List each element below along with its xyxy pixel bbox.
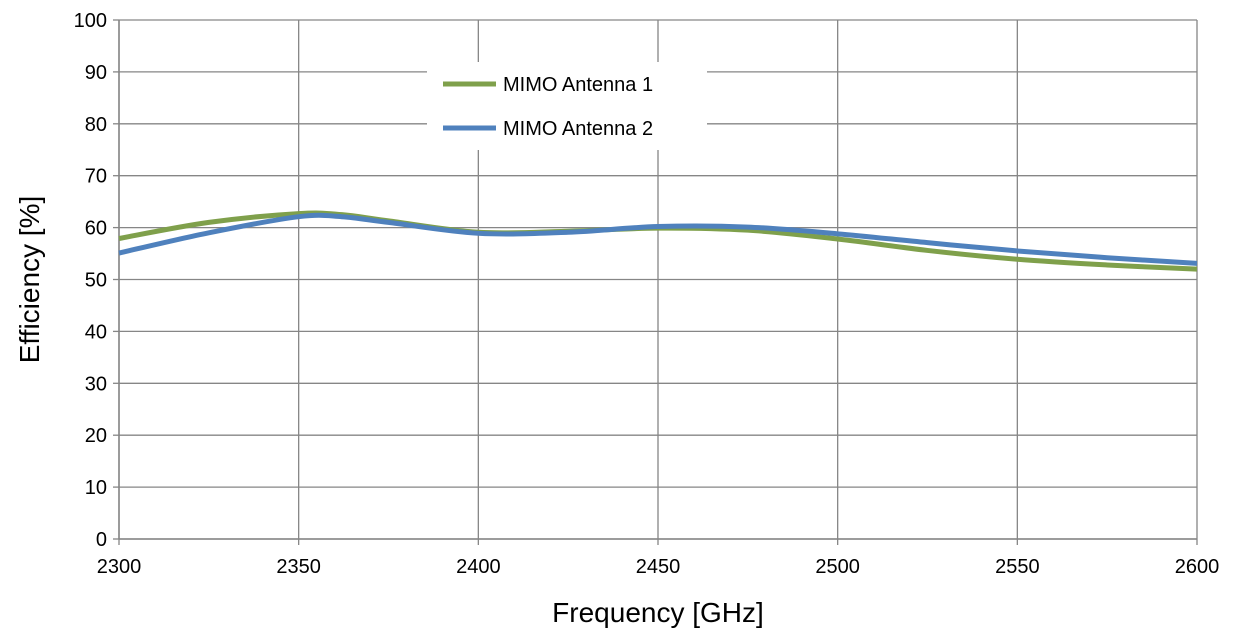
legend-label-1: MIMO Antenna 1	[503, 74, 653, 96]
y-tick-label: 70	[85, 166, 107, 188]
legend-label-2: MIMO Antenna 2	[503, 118, 653, 140]
y-tick-label: 50	[85, 270, 107, 292]
y-tick-label: 40	[85, 321, 107, 343]
y-tick-label: 100	[74, 10, 107, 32]
x-tick-label: 2350	[276, 556, 321, 578]
y-tick-label: 80	[85, 114, 107, 136]
x-tick-label: 2400	[456, 556, 501, 578]
y-tick-label: 10	[85, 477, 107, 499]
legend: MIMO Antenna 1 MIMO Antenna 2	[427, 62, 707, 150]
x-tick-label: 2600	[1175, 556, 1220, 578]
x-axis-title: Frequency [GHz]	[552, 597, 764, 628]
x-tick-label: 2300	[97, 556, 142, 578]
x-tick-label: 2550	[995, 556, 1040, 578]
y-axis-title: Efficiency [%]	[14, 196, 45, 364]
y-tick-label: 90	[85, 62, 107, 84]
y-tick-label: 20	[85, 425, 107, 447]
y-tick-label: 60	[85, 218, 107, 240]
x-tick-label: 2500	[815, 556, 860, 578]
x-tick-label: 2450	[636, 556, 681, 578]
y-tick-label: 30	[85, 373, 107, 395]
y-tick-label: 0	[96, 529, 107, 551]
